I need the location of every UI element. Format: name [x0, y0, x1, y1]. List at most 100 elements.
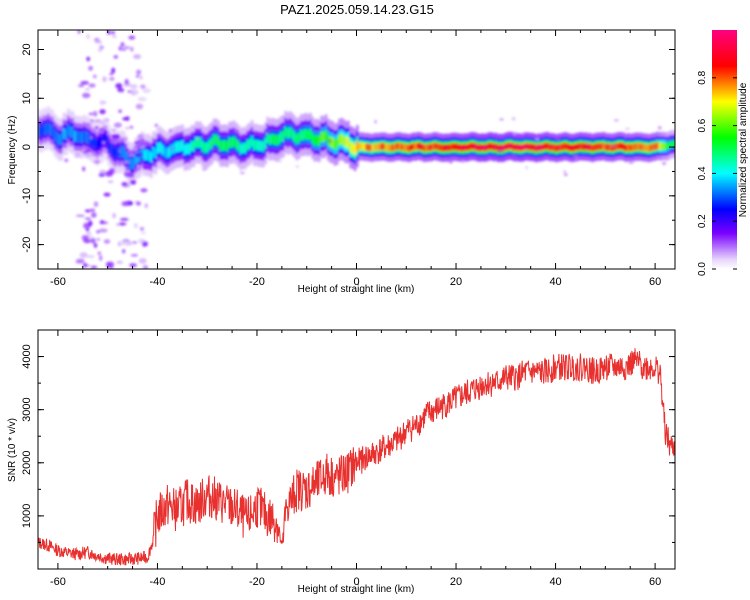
heat-noise-blob: [122, 117, 130, 121]
heat-noise-blob: [130, 46, 134, 52]
heat-cell: [539, 144, 543, 151]
heat-cell: [129, 158, 133, 170]
heat-noise-blob: [139, 144, 147, 150]
heat-cell: [210, 138, 214, 149]
heat-cell: [497, 144, 500, 152]
heat-cell: [631, 143, 635, 151]
heat-cell: [371, 144, 375, 152]
heat-cell: [620, 142, 624, 150]
heat-noise-blob: [117, 88, 125, 93]
x-tick-label: 40: [549, 576, 561, 588]
heat-cell: [356, 140, 359, 152]
heat-cell: [669, 141, 673, 148]
heat-cell: [595, 143, 599, 151]
heat-noise-blob: [374, 119, 377, 124]
heat-cell: [640, 143, 644, 151]
heat-noise-blob: [128, 154, 135, 157]
heat-noise-blob: [135, 103, 144, 110]
heat-cell: [188, 143, 191, 155]
heat-cell: [579, 142, 583, 150]
heat-cell: [219, 140, 223, 151]
x-tick-label: -20: [249, 576, 265, 588]
heat-noise-blob: [118, 46, 123, 51]
heat-cell: [125, 152, 129, 163]
heat-cell: [270, 133, 274, 145]
colorbar-gradient: [712, 30, 737, 269]
heat-cell: [277, 134, 281, 145]
heat-cell: [461, 144, 465, 152]
heat-noise-blob: [135, 164, 141, 167]
heat-cell: [553, 144, 556, 152]
heat-noise-blob: [93, 119, 98, 122]
heat-noise-blob: [134, 152, 142, 157]
x-tick-label: -40: [149, 276, 165, 288]
heat-noise-blob: [109, 72, 114, 75]
heat-noise-blob: [77, 30, 81, 34]
heat-noise-blob: [90, 237, 96, 244]
heat-cell: [76, 131, 79, 143]
heat-cell: [490, 142, 494, 150]
heat-noise-blob: [96, 151, 102, 154]
heat-cell: [266, 132, 270, 144]
x-tick-label: -60: [50, 576, 66, 588]
heat-cell: [382, 142, 386, 150]
heat-cell: [53, 129, 57, 141]
heat-noise-blob: [133, 223, 138, 229]
heat-cell: [519, 144, 523, 152]
x-tick-label: 40: [549, 276, 561, 288]
heat-cell: [573, 144, 576, 152]
heat-cell: [398, 142, 402, 150]
heat-cell: [253, 139, 256, 151]
heat-cell: [597, 143, 601, 151]
heat-noise-blob: [90, 265, 98, 269]
heat-noise-blob: [534, 137, 540, 142]
heat-noise-blob: [122, 249, 126, 254]
heat-noise-blob: [572, 154, 579, 158]
heat-noise-blob: [115, 223, 120, 227]
y-tick-label: 3000: [21, 397, 33, 421]
heat-noise-blob: [115, 83, 123, 89]
heat-noise-blob: [94, 38, 100, 41]
heat-cell: [161, 144, 164, 155]
heat-cell: [418, 142, 422, 150]
heat-cell: [557, 144, 561, 152]
heat-cell: [633, 143, 637, 151]
heat-cell: [472, 142, 476, 150]
y-tick-label: 10: [21, 92, 33, 104]
heat-noise-blob: [84, 153, 92, 158]
heat-cell: [521, 144, 525, 151]
heat-noise-blob: [449, 160, 453, 164]
heat-cell: [423, 144, 426, 152]
heat-noise-blob: [295, 165, 300, 168]
colorbar-ticks: 0.0 0.2 0.4 0.6 0.8: [697, 70, 737, 276]
heat-noise-blob: [140, 188, 148, 193]
heat-cell: [665, 142, 668, 150]
heat-cell: [237, 140, 241, 152]
heat-cell: [123, 147, 126, 159]
heat-noise-blob: [122, 137, 128, 141]
heat-noise-blob: [121, 201, 129, 207]
heat-cell: [380, 143, 384, 150]
heat-noise-blob: [525, 166, 528, 170]
heat-cell: [584, 143, 588, 151]
heat-cell: [638, 143, 641, 151]
x-tick-label: 20: [450, 576, 462, 588]
heat-cell: [47, 122, 50, 133]
heat-cell: [134, 153, 138, 165]
heat-cell: [340, 133, 344, 145]
heat-noise-blob: [117, 222, 127, 226]
heat-cell: [635, 143, 639, 151]
heat-cell: [671, 140, 675, 148]
heat-noise-blob: [92, 74, 97, 79]
heat-band: [38, 106, 675, 185]
heat-noise-blob: [88, 83, 96, 88]
heat-cell: [604, 143, 608, 151]
heat-cell: [609, 144, 612, 151]
heat-cell: [176, 141, 180, 152]
heat-noise-blob: [133, 146, 138, 153]
heat-noise-blob: [104, 118, 110, 123]
heat-cell: [85, 131, 88, 143]
heat-noise-blob: [101, 120, 105, 124]
y-tick-label: -10: [21, 188, 33, 204]
